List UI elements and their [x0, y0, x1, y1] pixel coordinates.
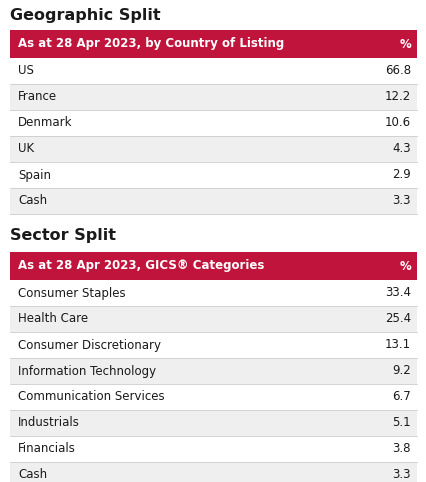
Text: Industrials: Industrials	[18, 416, 80, 429]
Bar	[10, 30, 416, 58]
Bar	[10, 384, 416, 410]
Bar	[10, 162, 416, 188]
Bar	[10, 136, 416, 162]
Text: Denmark: Denmark	[18, 117, 72, 130]
Text: 2.9: 2.9	[391, 169, 410, 182]
Text: 9.2: 9.2	[391, 364, 410, 377]
Text: Information Technology: Information Technology	[18, 364, 156, 377]
Text: 10.6: 10.6	[384, 117, 410, 130]
Text: US: US	[18, 65, 34, 78]
Bar	[10, 84, 416, 110]
Text: 3.8: 3.8	[391, 442, 410, 455]
Bar	[10, 462, 416, 482]
Bar	[10, 58, 416, 84]
Text: As at 28 Apr 2023, by Country of Listing: As at 28 Apr 2023, by Country of Listing	[18, 38, 284, 51]
Bar	[10, 436, 416, 462]
Text: Communication Services: Communication Services	[18, 390, 164, 403]
Bar	[10, 332, 416, 358]
Bar	[10, 110, 416, 136]
Text: Health Care: Health Care	[18, 312, 88, 325]
Text: 3.3: 3.3	[391, 469, 410, 482]
Bar	[10, 252, 416, 280]
Text: %: %	[398, 38, 410, 51]
Text: 33.4: 33.4	[384, 286, 410, 299]
Text: Consumer Discretionary: Consumer Discretionary	[18, 338, 161, 351]
Text: 25.4: 25.4	[384, 312, 410, 325]
Text: Geographic Split: Geographic Split	[10, 8, 160, 23]
Text: Spain: Spain	[18, 169, 51, 182]
Text: 4.3: 4.3	[391, 143, 410, 156]
Text: %: %	[398, 259, 410, 272]
Text: Cash: Cash	[18, 195, 47, 207]
Text: Sector Split: Sector Split	[10, 228, 116, 243]
Text: UK: UK	[18, 143, 34, 156]
Text: Cash: Cash	[18, 469, 47, 482]
Text: Consumer Staples: Consumer Staples	[18, 286, 125, 299]
Bar	[10, 188, 416, 214]
Text: 13.1: 13.1	[384, 338, 410, 351]
Bar	[10, 358, 416, 384]
Text: 66.8: 66.8	[384, 65, 410, 78]
Text: 12.2: 12.2	[384, 91, 410, 104]
Text: 3.3: 3.3	[391, 195, 410, 207]
Text: 6.7: 6.7	[391, 390, 410, 403]
Text: Financials: Financials	[18, 442, 76, 455]
Bar	[10, 280, 416, 306]
Bar	[10, 410, 416, 436]
Text: France: France	[18, 91, 57, 104]
Text: As at 28 Apr 2023, GICS® Categories: As at 28 Apr 2023, GICS® Categories	[18, 259, 264, 272]
Bar	[10, 306, 416, 332]
Text: 5.1: 5.1	[391, 416, 410, 429]
